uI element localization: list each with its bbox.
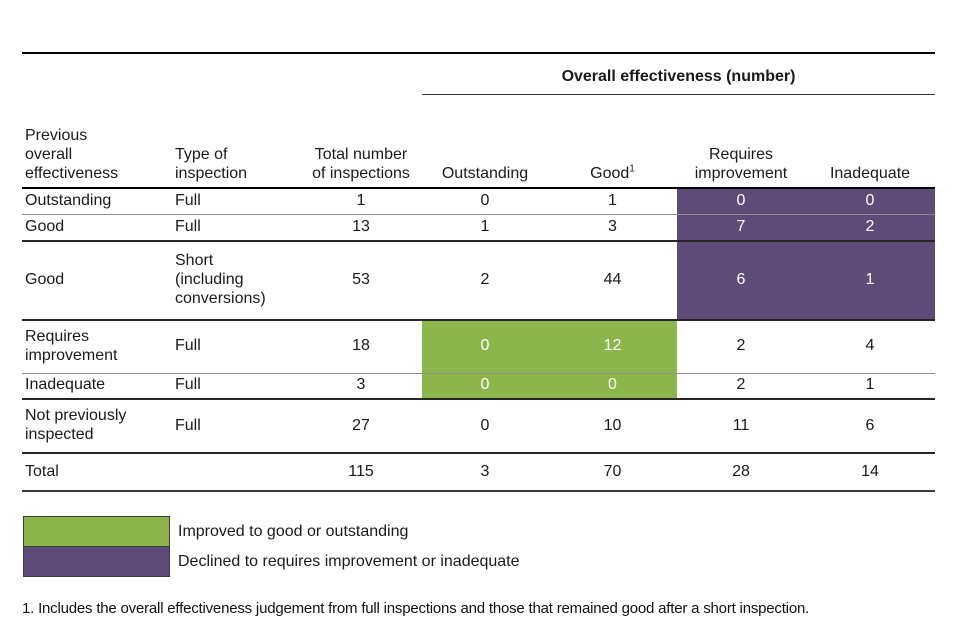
declined-cell: 7 [677,214,805,242]
title-row-spacer [22,52,422,94]
table-row: Requires improvement Full 18 0 12 2 4 [22,320,935,374]
value-cell: 6 [805,399,935,454]
legend-swatch-improved [23,516,170,547]
improved-cell: 12 [548,320,677,374]
legend-label-declined: Declined to requires improvement or inad… [178,552,520,570]
legend: Improved to good or outstanding Declined… [23,516,520,577]
declined-cell: 6 [677,241,805,321]
value-cell: 3 [422,453,548,492]
improved-cell: 0 [422,373,548,400]
label-cell: Short (including conversions) [175,241,300,321]
value-cell: 70 [548,453,677,492]
declined-cell: 0 [677,188,805,215]
label-cell: Requires improvement [22,320,175,374]
value-cell: 3 [548,214,677,242]
value-cell: 27 [300,399,422,454]
value-cell: 0 [422,399,548,454]
value-cell: 0 [422,188,548,215]
label-cell: Good [22,214,175,242]
table-title: Overall effectiveness (number) [422,52,935,95]
table-row: Inadequate Full 3 0 0 2 1 [22,373,935,400]
table-row: Not previously inspected Full 27 0 10 11 6 [22,399,935,454]
label-cell: Good [22,241,175,321]
legend-item-improved: Improved to good or outstanding [23,516,520,547]
value-cell: 1 [805,373,935,400]
value-cell: 2 [422,241,548,321]
label-cell: Full [175,399,300,454]
label-cell: Full [175,214,300,242]
legend-item-declined: Declined to requires improvement or inad… [23,546,520,577]
label-cell: Not previously inspected [22,399,175,454]
value-cell: 2 [677,373,805,400]
value-cell: 3 [300,373,422,400]
improved-cell: 0 [548,373,677,400]
value-cell: 28 [677,453,805,492]
value-cell: 1 [300,188,422,215]
declined-cell: 1 [805,241,935,321]
value-cell: 1 [548,188,677,215]
column-header-outstanding: Outstanding [422,94,548,189]
value-cell: 115 [300,453,422,492]
table-header-row: Previous overall effectiveness Type of i… [22,94,935,189]
effectiveness-table: Overall effectiveness (number) Previous … [22,52,935,492]
value-cell: 10 [548,399,677,454]
footnote-marker: 1 [629,163,635,175]
table-row: Good Full 13 1 3 7 2 [22,214,935,242]
column-header-requires-improvement: Requires improvement [677,94,805,189]
improved-cell: 0 [422,320,548,374]
value-cell: 14 [805,453,935,492]
table-row: Good Short (including conversions) 53 2 44 6 1 [22,241,935,321]
value-cell: 4 [805,320,935,374]
value-cell: 1 [422,214,548,242]
column-header-previous-effectiveness: Previous overall effectiveness [22,94,175,189]
table-total-row: Total 115 3 70 28 14 [22,453,935,492]
column-header-inadequate: Inadequate [805,94,935,189]
label-cell [175,453,300,492]
value-cell: 53 [300,241,422,321]
label-cell: Inadequate [22,373,175,400]
declined-cell: 0 [805,188,935,215]
column-header-total-inspections: Total number of inspections [300,94,422,189]
value-cell: 11 [677,399,805,454]
table-body: Outstanding Full 1 0 1 0 0 Good Full 13 1 3 7 2 Good Sh… [22,188,935,492]
footnote-text: 1. Includes the overall effectiveness ju… [22,600,810,617]
legend-label-improved: Improved to good or outstanding [178,522,409,540]
column-header-inspection-type: Type of inspection [175,94,300,189]
label-cell: Full [175,373,300,400]
value-cell: 13 [300,214,422,242]
label-cell: Outstanding [22,188,175,215]
column-header-good: Good1 [548,94,677,189]
value-cell: 18 [300,320,422,374]
label-cell: Total [22,453,175,492]
table-row: Outstanding Full 1 0 1 0 0 [22,188,935,215]
value-cell: 2 [677,320,805,374]
value-cell: 44 [548,241,677,321]
table-title-row: Overall effectiveness (number) [22,52,935,95]
label-cell: Full [175,320,300,374]
legend-swatch-declined [23,546,170,577]
declined-cell: 2 [805,214,935,242]
good-label: Good [590,165,630,183]
label-cell: Full [175,188,300,215]
